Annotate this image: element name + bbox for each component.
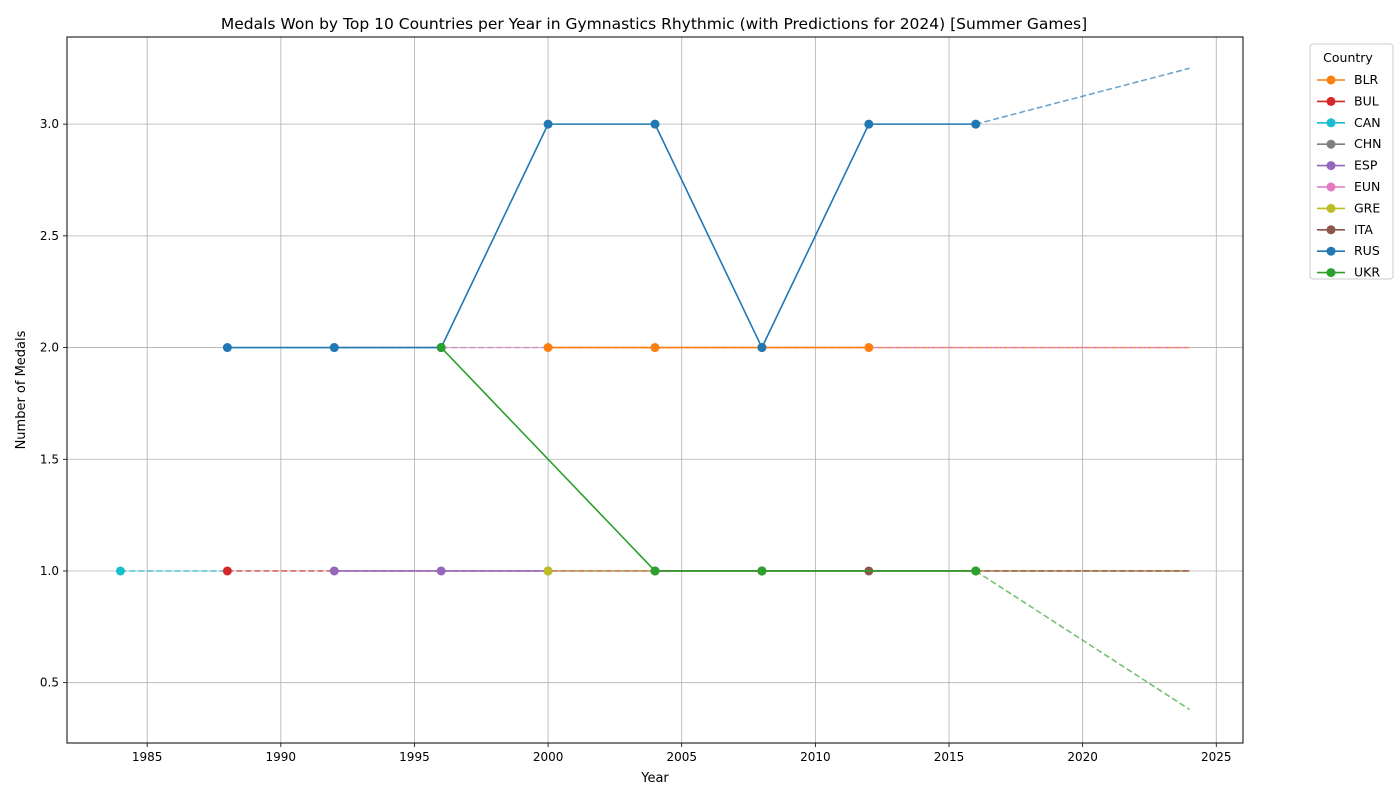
data-point-rus bbox=[222, 343, 232, 353]
legend-swatch-marker bbox=[1326, 96, 1336, 106]
legend-item-ukr: UKR bbox=[1317, 265, 1380, 280]
legend-title: Country bbox=[1323, 50, 1373, 65]
legend-swatch-marker bbox=[1326, 246, 1336, 256]
legend-item-ita: ITA bbox=[1317, 222, 1373, 237]
x-tick-label: 1985 bbox=[132, 750, 163, 764]
series-rus bbox=[222, 119, 981, 353]
legend-swatch-marker bbox=[1326, 118, 1336, 128]
series-line-rus bbox=[227, 123, 976, 350]
legend-item-eun: EUN bbox=[1317, 179, 1380, 194]
prediction-line-rus bbox=[975, 67, 1190, 125]
y-tick-label: 2.0 bbox=[40, 341, 59, 355]
y-tick-label: 1.5 bbox=[40, 452, 59, 466]
data-point-blr bbox=[650, 343, 660, 353]
legend-item-esp: ESP bbox=[1317, 158, 1378, 173]
legend-label: CAN bbox=[1354, 115, 1381, 130]
data-point-rus bbox=[650, 119, 660, 129]
legend-label: BLR bbox=[1354, 72, 1379, 87]
legend-label: ITA bbox=[1354, 222, 1373, 237]
legend-label: BUL bbox=[1354, 93, 1379, 108]
series-line-ukr bbox=[440, 346, 976, 572]
series-lines bbox=[115, 119, 981, 576]
legend-label: CHN bbox=[1354, 136, 1381, 151]
data-point-can bbox=[115, 566, 125, 576]
data-point-ukr bbox=[436, 343, 446, 353]
legend-swatch-marker bbox=[1326, 203, 1336, 213]
series-bul bbox=[222, 566, 232, 576]
y-axis-label: Number of Medals bbox=[14, 330, 29, 449]
legend-label: UKR bbox=[1354, 265, 1380, 280]
data-point-ukr bbox=[971, 566, 981, 576]
x-tick-label: 2005 bbox=[666, 750, 697, 764]
data-point-gre bbox=[543, 566, 553, 576]
legend-label: EUN bbox=[1354, 179, 1380, 194]
data-point-esp bbox=[436, 566, 446, 576]
data-point-esp bbox=[329, 566, 339, 576]
series-ukr bbox=[436, 343, 981, 576]
data-point-bul bbox=[222, 566, 232, 576]
legend-label: GRE bbox=[1354, 200, 1380, 215]
data-point-ukr bbox=[650, 566, 660, 576]
data-point-blr bbox=[864, 343, 874, 353]
legend-swatch-marker bbox=[1326, 139, 1336, 149]
y-tick-label: 2.5 bbox=[40, 229, 59, 243]
data-point-rus bbox=[864, 119, 874, 129]
legend-item-bul: BUL bbox=[1317, 93, 1379, 108]
x-tick-label: 2010 bbox=[800, 750, 831, 764]
plot-frame bbox=[66, 36, 1244, 744]
data-point-rus bbox=[543, 119, 553, 129]
legend-swatch-marker bbox=[1326, 268, 1336, 278]
series-can bbox=[115, 566, 125, 576]
x-tick-label: 2015 bbox=[934, 750, 965, 764]
legend: Country BLR BUL CAN CHN ESP EUN GRE ITA RUS UKR bbox=[1309, 43, 1394, 280]
data-point-rus bbox=[971, 119, 981, 129]
x-axis-label: Year bbox=[640, 771, 669, 786]
legend-swatch-marker bbox=[1326, 225, 1336, 235]
legend-item-can: CAN bbox=[1317, 115, 1381, 130]
x-tick-label: 1995 bbox=[399, 750, 430, 764]
legend-swatch-marker bbox=[1326, 182, 1336, 192]
x-tick-label: 2000 bbox=[533, 750, 564, 764]
data-point-ukr bbox=[757, 566, 767, 576]
chart-title: Medals Won by Top 10 Countries per Year … bbox=[221, 15, 1087, 33]
legend-item-chn: CHN bbox=[1317, 136, 1381, 151]
y-tick-label: 3.0 bbox=[40, 117, 59, 131]
legend-item-blr: BLR bbox=[1317, 72, 1379, 87]
legend-label: RUS bbox=[1354, 243, 1380, 258]
data-point-rus bbox=[329, 343, 339, 353]
y-tick-label: 1.0 bbox=[40, 564, 59, 578]
x-tick-label: 2025 bbox=[1201, 750, 1232, 764]
data-point-rus bbox=[757, 343, 767, 353]
legend-label: ESP bbox=[1354, 158, 1378, 173]
axis-ticks: 1985 1990 1995 2000 2005 2010 2015 2020 2025 0.5 1… bbox=[40, 117, 1232, 764]
legend-swatch-marker bbox=[1326, 161, 1336, 171]
legend-item-gre: GRE bbox=[1317, 200, 1380, 215]
legend-swatch-marker bbox=[1326, 75, 1336, 85]
x-tick-label: 1990 bbox=[266, 750, 297, 764]
series-gre bbox=[543, 566, 553, 576]
x-tick-label: 2020 bbox=[1067, 750, 1098, 764]
data-point-blr bbox=[543, 343, 553, 353]
legend-item-rus: RUS bbox=[1317, 243, 1380, 258]
prediction-line-ukr bbox=[975, 570, 1190, 711]
y-tick-label: 0.5 bbox=[40, 676, 59, 690]
